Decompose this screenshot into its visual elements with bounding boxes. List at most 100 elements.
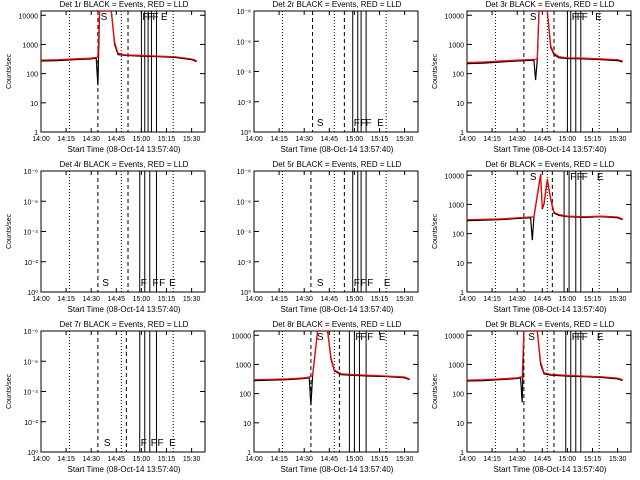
- y-axis-label: Counts/sec: [6, 373, 13, 409]
- x-tick-label: 15:15: [371, 136, 389, 143]
- x-tick-label: 15:00: [133, 136, 151, 143]
- y-tick-label: 10⁻⁶: [237, 199, 251, 206]
- panel: Det 3r BLACK = Events, RED = LLD Start Ti…: [432, 0, 632, 154]
- x-axis-label: Start Time (08-Oct-14 13:57:40): [281, 305, 394, 314]
- y-tick-label: 1: [34, 130, 38, 137]
- panel: Det 4r BLACK = Events, RED = LLD Start Ti…: [6, 160, 206, 314]
- annotation: F: [152, 12, 158, 23]
- x-tick-label: 14:00: [245, 456, 263, 463]
- annotation: F: [147, 12, 153, 23]
- x-tick-label: 15:00: [559, 456, 577, 463]
- x-tick-label: 15:30: [183, 296, 201, 303]
- annotation: E: [161, 12, 168, 23]
- annotation: S: [104, 438, 111, 449]
- panel-title: Det 8r BLACK = Events, RED = LLD: [273, 320, 402, 329]
- x-tick-label: 14:00: [32, 456, 50, 463]
- annotation: E: [384, 278, 391, 289]
- x-tick-label: 15:15: [158, 456, 176, 463]
- panel: Det 7r BLACK = Events, RED = LLD Start Ti…: [6, 320, 206, 474]
- y-tick-label: 1000: [448, 202, 464, 209]
- series-line: [254, 331, 410, 381]
- y-tick-label: 10⁰: [240, 129, 251, 137]
- y-tick-label: 10: [456, 421, 464, 428]
- annotation: E: [377, 118, 384, 129]
- x-tick-label: 14:30: [295, 456, 313, 463]
- x-tick-label: 15:00: [133, 456, 151, 463]
- y-tick-label: 100: [239, 392, 251, 399]
- x-tick-label: 15:15: [158, 296, 176, 303]
- x-tick-label: 14:45: [534, 456, 552, 463]
- x-tick-label: 14:00: [458, 136, 476, 143]
- y-tick-label: 1: [460, 290, 464, 297]
- annotation: F: [159, 278, 165, 289]
- x-tick-label: 14:30: [82, 296, 100, 303]
- plot-frame: [466, 170, 632, 293]
- x-tick-label: 14:30: [508, 296, 526, 303]
- x-tick-label: 14:45: [534, 136, 552, 143]
- x-tick-label: 15:30: [396, 296, 414, 303]
- x-tick-label: 15:15: [371, 296, 389, 303]
- y-tick-label: 10: [30, 101, 38, 108]
- plot-frame: [40, 10, 206, 133]
- y-tick-label: 10000: [445, 173, 465, 180]
- panel-title: Det 2r BLACK = Events, RED = LLD: [273, 0, 402, 9]
- x-tick-label: 14:45: [108, 296, 126, 303]
- y-tick-label: 100: [452, 232, 464, 239]
- y-tick-label: 10⁰: [27, 449, 38, 457]
- annotation: E: [379, 332, 386, 343]
- x-tick-label: 15:00: [559, 136, 577, 143]
- annotation: E: [169, 278, 176, 289]
- series-line: [254, 331, 410, 406]
- panel: Det 9r BLACK = Events, RED = LLD Start Ti…: [432, 320, 632, 474]
- panel: Det 2r BLACK = Events, RED = LLD Start Ti…: [237, 0, 419, 154]
- x-tick-label: 14:30: [295, 296, 313, 303]
- y-tick-label: 10⁻²: [237, 100, 251, 107]
- x-tick-label: 14:15: [270, 456, 288, 463]
- y-tick-label: 10⁻⁶: [24, 359, 38, 366]
- x-tick-label: 14:45: [108, 456, 126, 463]
- y-tick-label: 1: [460, 450, 464, 457]
- panel-title: Det 5r BLACK = Events, RED = LLD: [273, 160, 402, 169]
- y-axis-label: Counts/sec: [432, 213, 439, 249]
- x-axis-label: Start Time (08-Oct-14 13:57:40): [494, 145, 607, 154]
- x-tick-label: 15:30: [396, 136, 414, 143]
- annotation: F: [367, 332, 373, 343]
- y-axis-label: Counts/sec: [432, 53, 439, 89]
- x-tick-label: 14:00: [245, 136, 263, 143]
- series-line: [41, 11, 197, 86]
- x-tick-label: 15:00: [346, 296, 364, 303]
- annotation: E: [169, 438, 176, 449]
- annotation: F: [157, 438, 163, 449]
- x-axis-label: Start Time (08-Oct-14 13:57:40): [494, 305, 607, 314]
- y-tick-label: 10⁻⁶: [24, 199, 38, 206]
- y-tick-label: 10⁻⁴: [24, 230, 39, 237]
- y-tick-label: 10⁻⁴: [237, 230, 252, 237]
- x-tick-label: 14:15: [57, 456, 75, 463]
- annotation: F: [577, 172, 583, 183]
- annotation: F: [141, 438, 147, 449]
- x-tick-label: 14:15: [57, 136, 75, 143]
- y-tick-label: 10⁻⁸: [237, 169, 251, 176]
- y-tick-label: 100: [26, 72, 38, 79]
- x-tick-label: 15:30: [183, 136, 201, 143]
- annotation: F: [360, 118, 366, 129]
- x-tick-label: 14:15: [270, 136, 288, 143]
- y-tick-label: 10000: [19, 13, 39, 20]
- annotation: S: [317, 332, 324, 343]
- x-tick-label: 14:15: [483, 456, 501, 463]
- series-line: [467, 331, 623, 381]
- annotation: E: [595, 12, 602, 23]
- x-tick-label: 14:00: [245, 296, 263, 303]
- x-tick-label: 14:45: [108, 136, 126, 143]
- x-tick-label: 15:15: [584, 296, 602, 303]
- y-tick-label: 10⁻²: [237, 260, 251, 267]
- series-line: [467, 11, 623, 64]
- panel: Det 6r BLACK = Events, RED = LLD Start Ti…: [432, 160, 632, 314]
- series-line: [41, 11, 197, 62]
- annotation: F: [355, 332, 361, 343]
- panel-title: Det 1r BLACK = Events, RED = LLD: [60, 0, 189, 9]
- x-tick-label: 15:30: [183, 456, 201, 463]
- panel: Det 1r BLACK = Events, RED = LLD Start Ti…: [6, 0, 206, 154]
